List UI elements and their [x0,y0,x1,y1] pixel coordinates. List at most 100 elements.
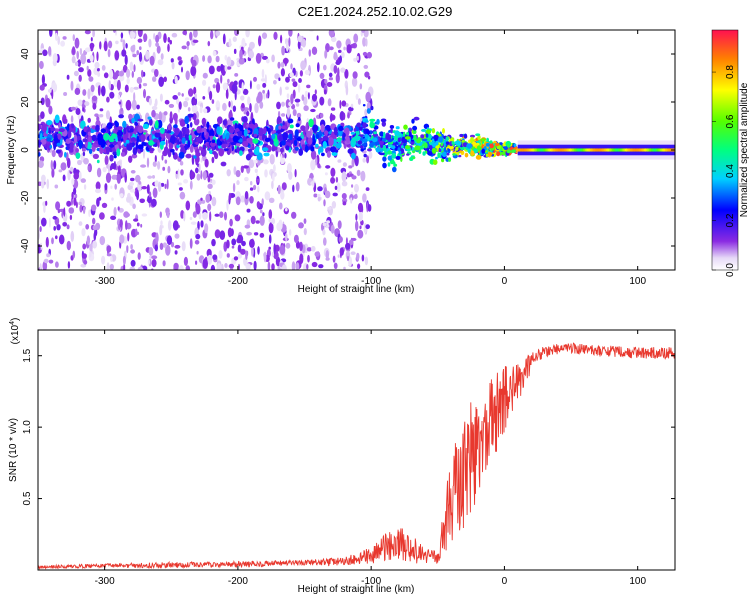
spectrogram-noise-cell [161,225,164,229]
spectrogram-transition-cell [378,152,385,156]
spectrogram-noise-cell [117,165,121,175]
spectrogram-noise-cell [330,177,336,184]
spectrogram-noise-cell [166,235,173,246]
spectrogram-noise-cell [83,157,89,165]
snr-xtick-label: 0 [502,576,508,587]
spectrogram-noise-cell [110,255,113,262]
spectrogram-noise-cell [82,206,86,215]
spectrogram-noise-cell [151,255,158,260]
spectrogram-noise-cell [245,30,250,38]
spectrogram-noise-cell [202,55,206,62]
spectrogram-noise-cell [117,206,120,211]
spectrogram-noise-cell [301,94,305,101]
spectrogram-noise-cell [113,160,116,171]
spectrogram-noise-cell [190,221,197,225]
spectrogram-transition-cell [470,150,475,157]
spectrogram-noise-cell [278,219,283,231]
spectrogram-noise-cell [105,172,112,183]
spectrogram-noise-cell [111,197,114,201]
spectrogram-noise-cell [333,262,338,269]
spectrogram-noise-cell [366,202,369,213]
spectrogram-noise-cell [281,113,286,117]
spectrogram-ylabel: Frequency (Hz) [6,116,17,185]
spectrogram-noise-cell [172,95,178,100]
spectrogram-band-cell [118,114,124,119]
spectrogram-noise-cell [101,202,108,208]
spectrogram-noise-cell [207,183,213,189]
spectrogram-noise-cell [73,187,77,195]
spectrogram-transition-cell [402,138,408,144]
spectrogram-noise-cell [201,199,206,204]
spectrogram-noise-cell [291,211,297,219]
spectrogram-noise-cell [328,72,333,78]
spectrogram-noise-cell [167,36,171,43]
spectrogram-noise-cell [202,72,208,79]
spectrogram-noise-cell [39,263,42,270]
spectrogram-noise-cell [288,171,293,180]
spectrogram-transition-cell [391,153,397,159]
spectrogram-band-cell [82,138,88,143]
spectrogram-noise-cell [253,184,257,191]
spectrogram-noise-cell [195,260,198,265]
spectrogram-transition-cell [511,149,516,153]
spectrogram-noise-cell [219,211,224,218]
spectrogram-noise-cell [211,179,216,185]
spectrogram-noise-cell [348,165,353,169]
spectrogram-noise-cell [364,256,369,266]
spectrogram-noise-cell [194,240,200,245]
spectrogram-transition-cell [452,153,456,156]
spectrogram-noise-cell [280,190,285,200]
spectrogram-noise-cell [326,220,331,224]
snr-ytick-label: 1.5 [22,348,33,362]
spectrogram-noise-cell [239,49,243,60]
spectrogram-noise-cell [314,251,320,257]
spectrogram-noise-cell [131,99,137,111]
spectrogram-band-cell [113,154,117,159]
spectrogram-transition-cell [500,148,503,151]
spectrogram-noise-cell [136,76,143,85]
spectrogram-band-cell [300,125,306,132]
spectrogram-noise-cell [78,201,82,206]
spectrogram-noise-cell [133,92,136,102]
spectrogram-noise-cell [86,65,89,71]
spectrogram-band-cell [218,148,225,157]
snr-xtick-label: -300 [95,576,115,587]
spectrogram-band-cell [67,129,72,139]
spectrogram-noise-cell [118,91,123,96]
spectrogram-noise-cell [160,53,164,60]
spectrogram-noise-cell [154,69,159,77]
spectrogram-noise-cell [94,61,100,69]
spectrogram-noise-cell [132,203,136,210]
spectrogram-noise-cell [120,107,123,112]
spectrogram-noise-cell [220,74,223,84]
spectrogram-noise-cell [322,222,327,227]
spectrogram-noise-cell [205,193,211,203]
spectrogram-noise-cell [365,224,371,230]
spectrogram-noise-cell [368,151,373,159]
spectrogram-noise-cell [214,213,220,217]
spectrogram-noise-cell [350,251,356,255]
spectrogram-transition-cell [380,118,387,123]
spectrogram-noise-cell [74,193,78,199]
spectrogram-transition-cell [486,137,489,143]
spectrogram-noise-cell [246,231,253,236]
spectrogram-band-cell [64,151,67,158]
spectrogram-transition-cell [373,131,377,135]
spectrogram-band-cell [123,127,127,135]
spectrogram-noise-cell [46,253,51,258]
spectrogram-noise-cell [339,55,342,64]
spectrogram-noise-cell [124,172,127,183]
spectrogram-noise-cell [55,201,61,211]
spectrogram-noise-cell [240,95,245,101]
spectrogram-noise-cell [304,90,309,99]
spectrogram-noise-cell [116,160,122,167]
spectrogram-transition-cell [383,131,386,138]
spectrogram-noise-cell [280,68,285,77]
spectrogram-noise-cell [211,238,216,247]
spectrogram-band-cell [223,148,229,152]
spectrogram-band-cell [154,132,161,138]
spectrogram-noise-cell [240,195,246,203]
spectrogram-noise-cell [278,77,281,81]
spectrogram-noise-cell [104,183,108,191]
spectrogram-noise-cell [241,82,244,92]
